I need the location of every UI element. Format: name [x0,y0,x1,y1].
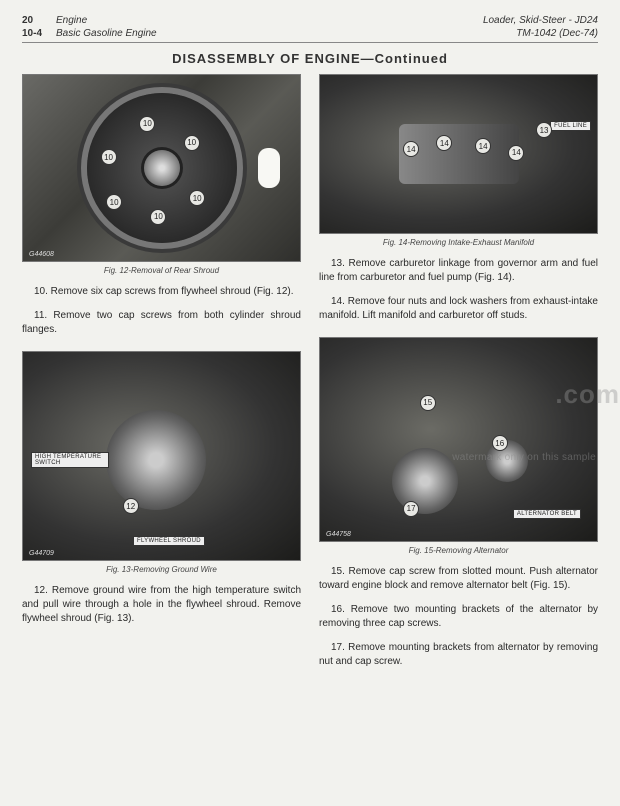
hub-graphic [144,150,180,186]
section-title: DISASSEMBLY OF ENGINE—Continued [22,51,598,66]
content-columns: 10 10 10 10 10 10 G44608 Fig. 12-Removal… [22,74,598,679]
alternator-pulley [392,448,458,514]
callout-17: 17 [403,501,419,517]
subsection-number: 10-4 [22,27,48,40]
callout-10: 10 [101,149,117,165]
step-16: 16. Remove two mounting brackets of the … [319,603,598,631]
page-number: 20 [22,14,48,27]
left-column: 10 10 10 10 10 10 G44608 Fig. 12-Removal… [22,74,301,679]
figure-15-caption: Fig. 15-Removing Alternator [319,546,598,555]
watermark-text: watermark only on this sample [452,452,596,463]
label-fuel-line: FUEL LINE [550,121,591,131]
callout-10: 10 [106,194,122,210]
photo-id: G44758 [326,531,351,538]
page-header: 20 Engine 10-4 Basic Gasoline Engine Loa… [22,14,598,43]
watermark-domain: .com [555,380,620,409]
figure-15-photo: 15 16 17 ALTERNATOR BELT G44758 [319,337,598,542]
figure-14-photo: FUEL LINE 14 14 14 14 13 [319,74,598,234]
step-10: 10. Remove six cap screws from flywheel … [22,285,301,299]
figure-13-photo: HIGH TEMPERATURE SWITCH FLYWHEEL SHROUD … [22,351,301,561]
manual-page: 20 Engine 10-4 Basic Gasoline Engine Loa… [0,0,620,689]
header-right: Loader, Skid-Steer - JD24 TM-1042 (Dec-7… [483,14,598,40]
flywheel-graphic [106,410,206,510]
step-13: 13. Remove carburetor linkage from gover… [319,257,598,285]
label-alternator-belt: ALTERNATOR BELT [513,509,581,519]
callout-14: 14 [508,145,524,161]
header-left: 20 Engine 10-4 Basic Gasoline Engine [22,14,157,40]
section-name: Engine [56,14,87,27]
step-12: 12. Remove ground wire from the high tem… [22,584,301,626]
callout-10: 10 [184,135,200,151]
step-15: 15. Remove cap screw from slotted mount.… [319,565,598,593]
step-11: 11. Remove two cap screws from both cyli… [22,309,301,337]
step-17: 17. Remove mounting brackets from altern… [319,641,598,669]
label-flywheel-shroud: FLYWHEEL SHROUD [133,536,205,546]
model-name: Loader, Skid-Steer - JD24 [483,14,598,27]
doc-id-date: TM-1042 (Dec-74) [516,27,598,40]
figure-14-caption: Fig. 14-Removing Intake-Exhaust Manifold [319,238,598,247]
slot-graphic [258,148,280,188]
figure-12-photo: 10 10 10 10 10 10 G44608 [22,74,301,262]
photo-id: G44608 [29,251,54,258]
figure-13-caption: Fig. 13-Removing Ground Wire [22,565,301,574]
subsection-name: Basic Gasoline Engine [56,27,157,40]
right-column: FUEL LINE 14 14 14 14 13 Fig. 14-Removin… [319,74,598,679]
photo-id: G44709 [29,550,54,557]
figure-12-caption: Fig. 12-Removal of Rear Shroud [22,266,301,275]
callout-15: 15 [420,395,436,411]
label-high-temp: HIGH TEMPERATURE SWITCH [31,452,109,468]
callout-12: 12 [123,498,139,514]
step-14: 14. Remove four nuts and lock washers fr… [319,295,598,323]
